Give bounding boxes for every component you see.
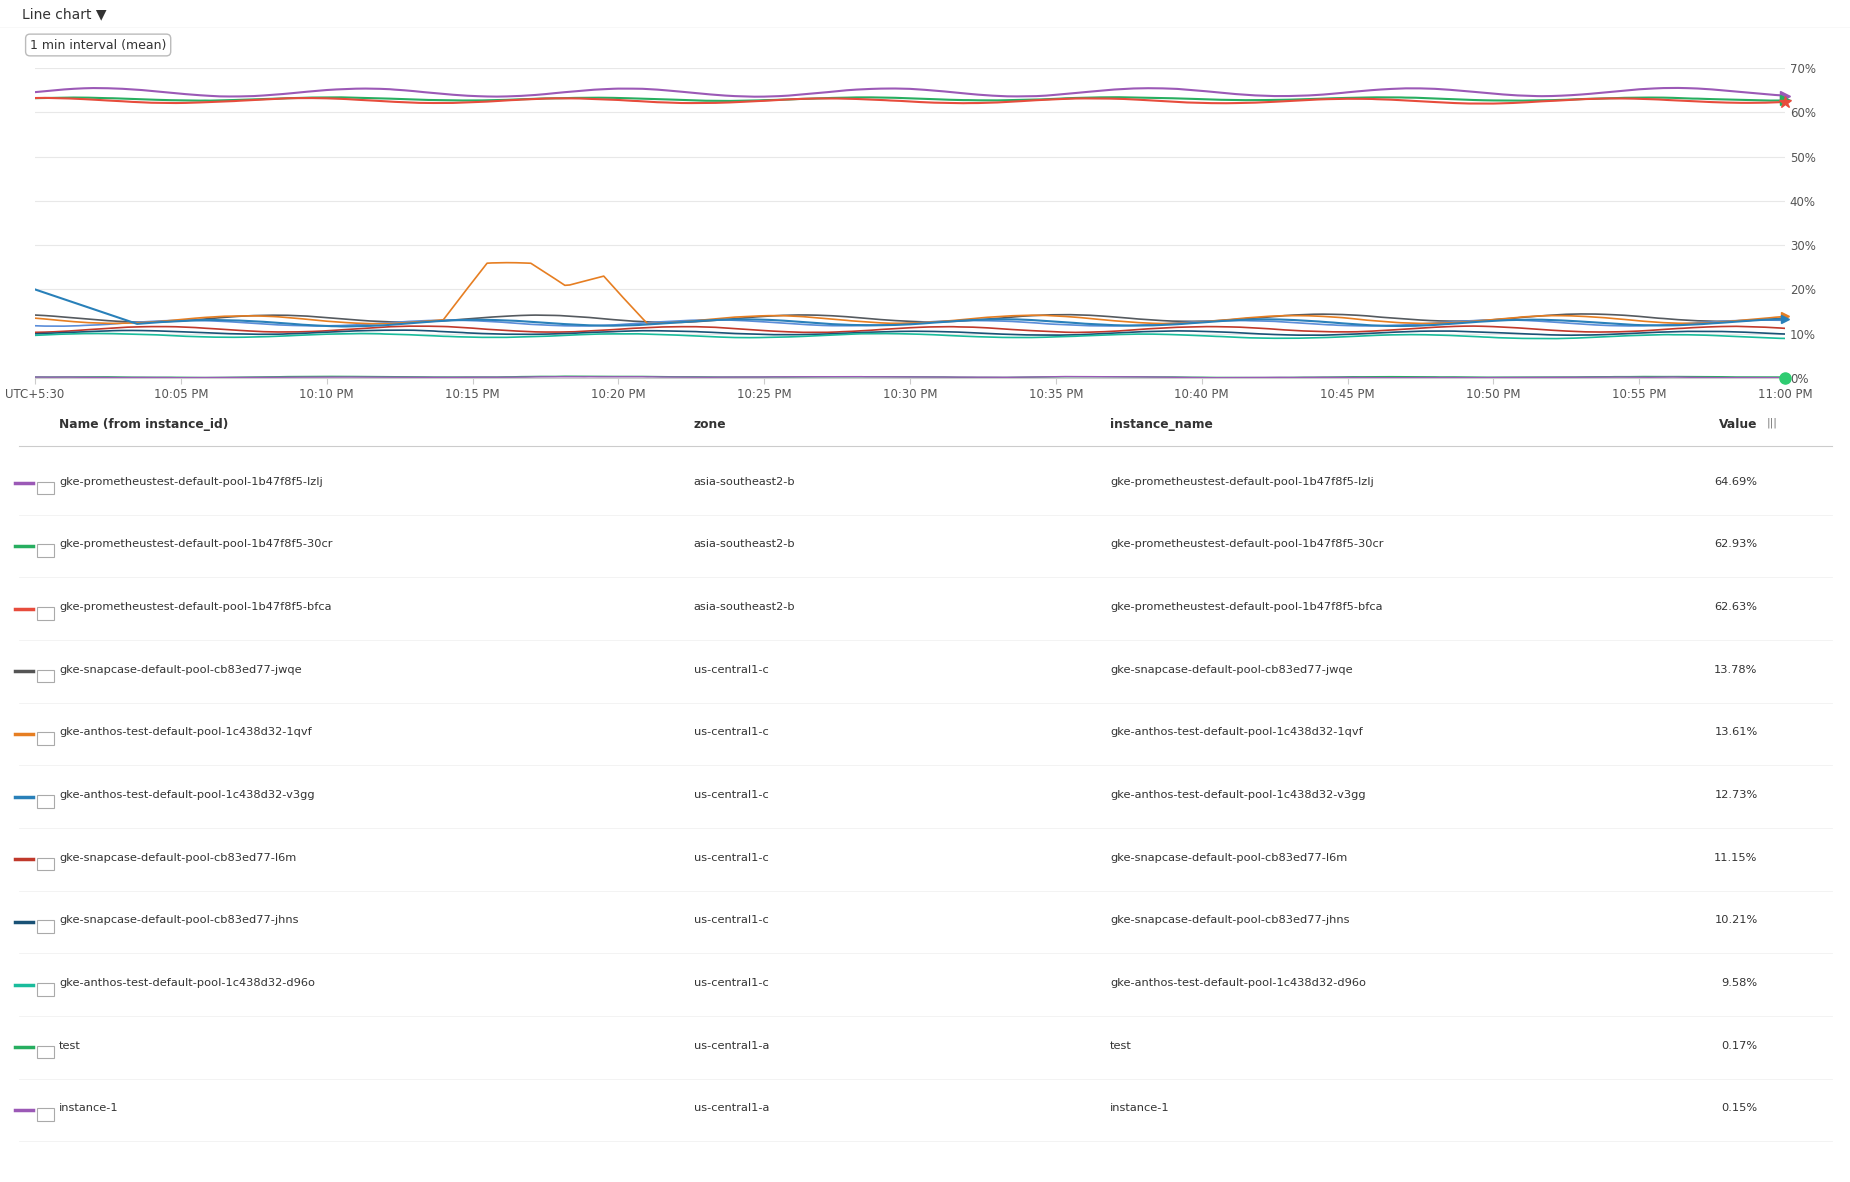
Text: instance_name: instance_name — [1110, 417, 1214, 430]
Text: 13.78%: 13.78% — [1715, 664, 1757, 675]
FancyBboxPatch shape — [37, 482, 54, 494]
FancyBboxPatch shape — [37, 545, 54, 557]
Text: Value: Value — [1719, 417, 1758, 430]
Text: gke-anthos-test-default-pool-1c438d32-v3gg: gke-anthos-test-default-pool-1c438d32-v3… — [59, 790, 314, 800]
Text: |||: ||| — [1767, 417, 1778, 428]
Text: test: test — [59, 1040, 81, 1051]
Text: 10.21%: 10.21% — [1715, 915, 1757, 926]
Text: us-central1-c: us-central1-c — [694, 978, 768, 988]
Text: gke-prometheustest-default-pool-1b47f8f5-30cr: gke-prometheustest-default-pool-1b47f8f5… — [59, 539, 333, 550]
Text: instance-1: instance-1 — [59, 1103, 118, 1113]
Text: us-central1-a: us-central1-a — [694, 1103, 770, 1113]
Text: gke-anthos-test-default-pool-1c438d32-1qvf: gke-anthos-test-default-pool-1c438d32-1q… — [1110, 727, 1363, 738]
Text: gke-anthos-test-default-pool-1c438d32-d96o: gke-anthos-test-default-pool-1c438d32-d9… — [59, 978, 314, 988]
FancyBboxPatch shape — [37, 1046, 54, 1058]
Text: Name (from instance_id): Name (from instance_id) — [59, 417, 228, 430]
Text: gke-snapcase-default-pool-cb83ed77-jhns: gke-snapcase-default-pool-cb83ed77-jhns — [59, 915, 298, 926]
Text: gke-snapcase-default-pool-cb83ed77-jwqe: gke-snapcase-default-pool-cb83ed77-jwqe — [1110, 664, 1352, 675]
Text: 62.93%: 62.93% — [1715, 539, 1757, 550]
Text: Line chart ▼: Line chart ▼ — [22, 7, 107, 21]
Text: asia-southeast2-b: asia-southeast2-b — [694, 539, 796, 550]
FancyBboxPatch shape — [37, 983, 54, 995]
Text: gke-anthos-test-default-pool-1c438d32-v3gg: gke-anthos-test-default-pool-1c438d32-v3… — [1110, 790, 1365, 800]
Text: gke-anthos-test-default-pool-1c438d32-d96o: gke-anthos-test-default-pool-1c438d32-d9… — [1110, 978, 1365, 988]
Text: us-central1-c: us-central1-c — [694, 727, 768, 738]
FancyBboxPatch shape — [37, 921, 54, 933]
FancyBboxPatch shape — [37, 733, 54, 745]
Text: 12.73%: 12.73% — [1715, 790, 1757, 800]
Text: 0.17%: 0.17% — [1720, 1040, 1757, 1051]
Text: 64.69%: 64.69% — [1715, 476, 1757, 487]
Text: gke-prometheustest-default-pool-1b47f8f5-30cr: gke-prometheustest-default-pool-1b47f8f5… — [1110, 539, 1384, 550]
Text: zone: zone — [694, 417, 727, 430]
Text: gke-anthos-test-default-pool-1c438d32-1qvf: gke-anthos-test-default-pool-1c438d32-1q… — [59, 727, 313, 738]
Text: gke-prometheustest-default-pool-1b47f8f5-bfca: gke-prometheustest-default-pool-1b47f8f5… — [59, 602, 331, 612]
Text: gke-snapcase-default-pool-cb83ed77-jwqe: gke-snapcase-default-pool-cb83ed77-jwqe — [59, 664, 302, 675]
Text: gke-prometheustest-default-pool-1b47f8f5-lzlj: gke-prometheustest-default-pool-1b47f8f5… — [59, 476, 324, 487]
Text: 13.61%: 13.61% — [1715, 727, 1757, 738]
Text: 62.63%: 62.63% — [1715, 602, 1757, 612]
Text: us-central1-c: us-central1-c — [694, 790, 768, 800]
Text: gke-prometheustest-default-pool-1b47f8f5-bfca: gke-prometheustest-default-pool-1b47f8f5… — [1110, 602, 1382, 612]
Text: us-central1-c: us-central1-c — [694, 852, 768, 863]
Text: gke-snapcase-default-pool-cb83ed77-jhns: gke-snapcase-default-pool-cb83ed77-jhns — [1110, 915, 1349, 926]
FancyBboxPatch shape — [37, 795, 54, 807]
Text: asia-southeast2-b: asia-southeast2-b — [694, 476, 796, 487]
FancyBboxPatch shape — [37, 1109, 54, 1121]
Text: us-central1-c: us-central1-c — [694, 664, 768, 675]
Text: us-central1-a: us-central1-a — [694, 1040, 770, 1051]
FancyBboxPatch shape — [37, 858, 54, 870]
Text: asia-southeast2-b: asia-southeast2-b — [694, 602, 796, 612]
Text: instance-1: instance-1 — [1110, 1103, 1169, 1113]
FancyBboxPatch shape — [37, 670, 54, 682]
Text: gke-prometheustest-default-pool-1b47f8f5-lzlj: gke-prometheustest-default-pool-1b47f8f5… — [1110, 476, 1375, 487]
Text: test: test — [1110, 1040, 1132, 1051]
Text: 1 min interval (mean): 1 min interval (mean) — [30, 39, 166, 52]
Text: 9.58%: 9.58% — [1720, 978, 1757, 988]
Text: 11.15%: 11.15% — [1715, 852, 1757, 863]
Text: 0.15%: 0.15% — [1720, 1103, 1757, 1113]
Text: us-central1-c: us-central1-c — [694, 915, 768, 926]
FancyBboxPatch shape — [37, 608, 54, 619]
Text: gke-snapcase-default-pool-cb83ed77-l6m: gke-snapcase-default-pool-cb83ed77-l6m — [1110, 852, 1347, 863]
Text: gke-snapcase-default-pool-cb83ed77-l6m: gke-snapcase-default-pool-cb83ed77-l6m — [59, 852, 296, 863]
